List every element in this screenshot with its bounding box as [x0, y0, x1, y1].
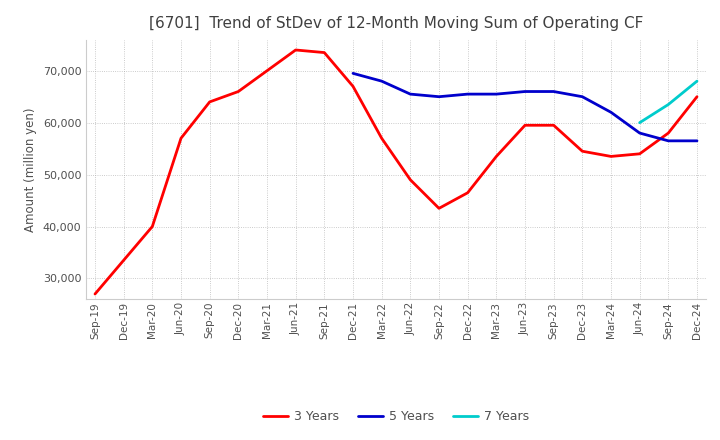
3 Years — [406, 177, 415, 183]
Y-axis label: Amount (million yen): Amount (million yen) — [24, 107, 37, 231]
3 Years — [377, 136, 386, 141]
3 Years — [635, 151, 644, 157]
3 Years — [292, 48, 300, 53]
Line: 7 Years: 7 Years — [639, 81, 697, 123]
5 Years — [348, 71, 357, 76]
5 Years — [464, 92, 472, 97]
5 Years — [693, 138, 701, 143]
5 Years — [607, 110, 616, 115]
7 Years — [635, 120, 644, 125]
5 Years — [521, 89, 529, 94]
Line: 3 Years: 3 Years — [95, 50, 697, 294]
7 Years — [664, 102, 672, 107]
7 Years — [693, 78, 701, 84]
5 Years — [492, 92, 500, 97]
3 Years — [664, 130, 672, 136]
Line: 5 Years: 5 Years — [353, 73, 697, 141]
5 Years — [406, 92, 415, 97]
Legend: 3 Years, 5 Years, 7 Years: 3 Years, 5 Years, 7 Years — [258, 405, 534, 428]
3 Years — [549, 123, 558, 128]
3 Years — [176, 136, 185, 141]
5 Years — [635, 130, 644, 136]
3 Years — [234, 89, 243, 94]
5 Years — [664, 138, 672, 143]
3 Years — [693, 94, 701, 99]
3 Years — [492, 154, 500, 159]
5 Years — [435, 94, 444, 99]
3 Years — [320, 50, 328, 55]
3 Years — [521, 123, 529, 128]
3 Years — [263, 68, 271, 73]
5 Years — [578, 94, 587, 99]
3 Years — [205, 99, 214, 105]
3 Years — [464, 190, 472, 195]
3 Years — [120, 258, 128, 263]
3 Years — [348, 84, 357, 89]
5 Years — [549, 89, 558, 94]
5 Years — [377, 78, 386, 84]
3 Years — [148, 224, 157, 229]
3 Years — [91, 291, 99, 297]
3 Years — [607, 154, 616, 159]
3 Years — [578, 149, 587, 154]
Title: [6701]  Trend of StDev of 12-Month Moving Sum of Operating CF: [6701] Trend of StDev of 12-Month Moving… — [149, 16, 643, 32]
3 Years — [435, 205, 444, 211]
